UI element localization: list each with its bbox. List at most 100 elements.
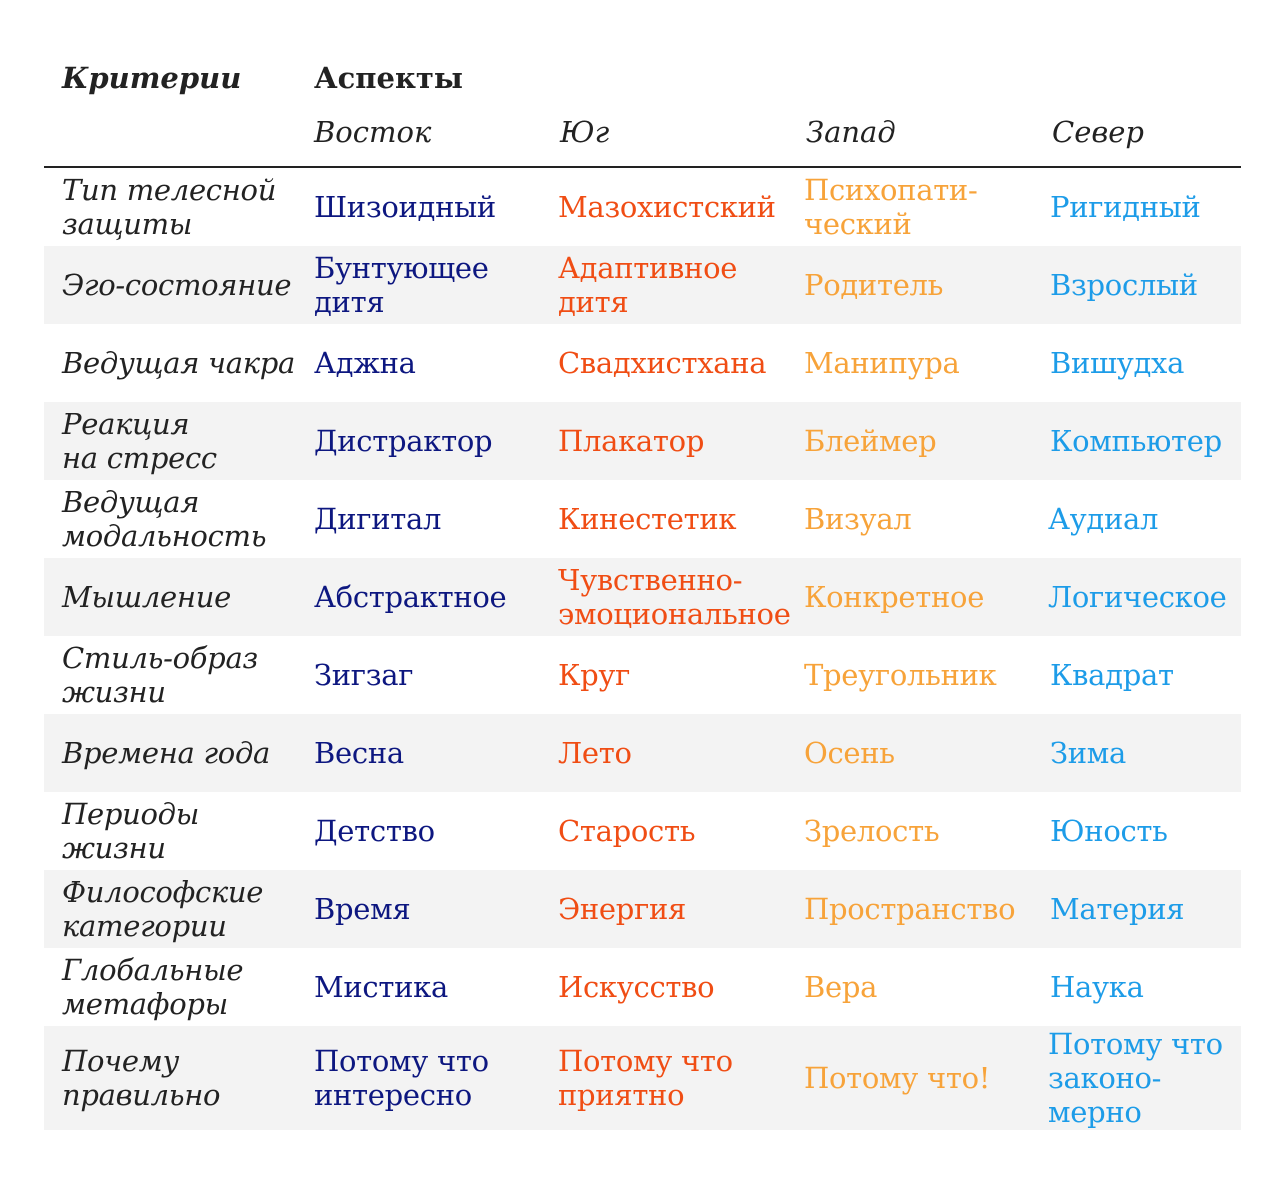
east-value: Зигзаг <box>314 658 414 692</box>
cell-south: Энергия <box>542 870 788 948</box>
north-value: Материя <box>1050 892 1185 926</box>
cell-east: Бунтующее дитя <box>296 246 542 324</box>
cell-criterion: Стиль-образ жизни <box>44 636 296 714</box>
west-value: Осень <box>804 736 895 770</box>
cell-north: Юность <box>1034 792 1241 870</box>
table-row: Мышление Абстрактное Чувственно-эмоциональ… <box>44 558 1241 636</box>
south-value: Лето <box>558 736 632 770</box>
east-value: Абстрактное <box>314 580 507 614</box>
criterion-label: Почему правильно <box>62 1044 221 1112</box>
cell-west: Пространство <box>788 870 1034 948</box>
table-row: Реакция на стресс Дистрактор Плакатор Блейме… <box>44 402 1241 480</box>
cell-criterion: Тип телесной защиты <box>44 168 296 246</box>
cell-criterion: Периоды жизни <box>44 792 296 870</box>
west-value: Визуал <box>804 502 912 536</box>
south-value: Искусство <box>558 970 715 1004</box>
cell-criterion: Ведущая модальность <box>44 480 296 558</box>
north-value: Юность <box>1050 814 1168 848</box>
criterion-label: Ведущая модальность <box>62 485 267 553</box>
south-value: Чувственно-эмоциональное <box>558 563 791 631</box>
cell-west: Зрелость <box>788 792 1034 870</box>
criterion-label: Периоды жизни <box>62 797 200 865</box>
table-row: Периоды жизни Детство Старость Зрелость Юнос… <box>44 792 1241 870</box>
cell-east: Дигитал <box>296 480 542 558</box>
south-value: Энергия <box>558 892 686 926</box>
cell-north: Взрослый <box>1034 246 1241 324</box>
criterion-label: Мышление <box>62 580 231 614</box>
south-value: Старость <box>558 814 696 848</box>
cell-west: Потому что! <box>788 1026 1034 1130</box>
criterion-label: Реакция на стресс <box>62 407 217 475</box>
cell-east: Зигзаг <box>296 636 542 714</box>
criterion-label: Стиль-образ жизни <box>62 641 258 709</box>
cell-west: Треугольник <box>788 636 1034 714</box>
cell-north: Зима <box>1034 714 1241 792</box>
cell-north: Ригидный <box>1034 168 1241 246</box>
north-value: Аудиал <box>1048 502 1159 536</box>
north-value: Наука <box>1050 970 1144 1004</box>
cell-east: Детство <box>296 792 542 870</box>
cell-east: Время <box>296 870 542 948</box>
south-value: Свадхистхана <box>558 346 767 380</box>
direction-header-west: Запад <box>806 115 896 149</box>
cell-south: Адаптивное дитя <box>542 246 788 324</box>
cell-criterion: Глобальные метафоры <box>44 948 296 1026</box>
aspects-header: Аспекты <box>314 61 463 95</box>
west-value: Потому что! <box>804 1061 991 1095</box>
west-value: Психопати-ческий <box>804 173 978 241</box>
direction-header-south: Юг <box>560 115 610 149</box>
west-value: Зрелость <box>804 814 940 848</box>
cell-north: Наука <box>1034 948 1241 1026</box>
west-value: Манипура <box>804 346 960 380</box>
criteria-header: Критерии <box>62 61 242 95</box>
east-value: Аджна <box>314 346 416 380</box>
cell-west: Осень <box>788 714 1034 792</box>
east-value: Шизоидный <box>314 190 496 224</box>
north-value: Зима <box>1050 736 1127 770</box>
south-value: Круг <box>558 658 631 692</box>
west-value: Блеймер <box>804 424 937 458</box>
cell-north: Вишудха <box>1034 324 1241 402</box>
cell-south: Искусство <box>542 948 788 1026</box>
cell-east: Абстрактное <box>296 558 542 636</box>
cell-criterion: Времена года <box>44 714 296 792</box>
north-value: Ригидный <box>1050 190 1201 224</box>
cell-north: Потому что законо-мерно <box>1034 1026 1241 1130</box>
east-value: Бунтующее дитя <box>314 251 489 319</box>
criterion-label: Времена года <box>62 736 271 770</box>
cell-criterion: Почему правильно <box>44 1026 296 1130</box>
table-row: Ведущая чакра Аджна Свадхистхана Манипура Ви… <box>44 324 1241 402</box>
cell-west: Визуал <box>788 480 1034 558</box>
cell-east: Шизоидный <box>296 168 542 246</box>
east-value: Мистика <box>314 970 448 1004</box>
table-row: Стиль-образ жизни Зигзаг Круг Треугольник Ква… <box>44 636 1241 714</box>
cell-east: Аджна <box>296 324 542 402</box>
cell-south: Кинестетик <box>542 480 788 558</box>
cell-south: Круг <box>542 636 788 714</box>
cell-south: Мазохистский <box>542 168 788 246</box>
north-value: Взрослый <box>1050 268 1198 302</box>
west-value: Конкретное <box>804 580 985 614</box>
west-value: Родитель <box>804 268 944 302</box>
criterion-label: Глобальные метафоры <box>62 953 244 1021</box>
direction-header-north: Север <box>1052 115 1144 149</box>
east-value: Дистрактор <box>314 424 493 458</box>
south-value: Плакатор <box>558 424 705 458</box>
north-value: Потому что законо-мерно <box>1048 1027 1223 1129</box>
cell-west: Родитель <box>788 246 1034 324</box>
cell-criterion: Эго-состояние <box>44 246 296 324</box>
criterion-label: Тип телесной защиты <box>62 173 277 241</box>
cell-north: Аудиал <box>1034 480 1241 558</box>
cell-criterion: Реакция на стресс <box>44 402 296 480</box>
north-value: Логическое <box>1048 580 1227 614</box>
east-value: Потому что интересно <box>314 1044 489 1112</box>
table-row: Почему правильно Потому что интересно Потому… <box>44 1026 1241 1130</box>
east-value: Время <box>314 892 411 926</box>
cell-north: Квадрат <box>1034 636 1241 714</box>
cell-west: Вера <box>788 948 1034 1026</box>
cell-south: Старость <box>542 792 788 870</box>
cell-east: Потому что интересно <box>296 1026 542 1130</box>
north-value: Квадрат <box>1050 658 1174 692</box>
table-row: Ведущая модальность Дигитал Кинестетик Визуа… <box>44 480 1241 558</box>
cell-criterion: Философские категории <box>44 870 296 948</box>
